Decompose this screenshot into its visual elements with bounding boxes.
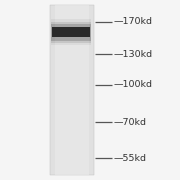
Bar	[51, 24, 91, 41]
Bar	[51, 19, 91, 46]
Bar	[50, 5, 94, 175]
Text: —55kd: —55kd	[113, 154, 146, 163]
Text: —70kd: —70kd	[113, 118, 146, 127]
Text: —100kd: —100kd	[113, 80, 152, 89]
Bar	[52, 27, 90, 37]
Text: —170kd: —170kd	[113, 17, 152, 26]
Text: —130kd: —130kd	[113, 50, 152, 59]
Bar	[51, 22, 91, 43]
Bar	[55, 5, 89, 175]
